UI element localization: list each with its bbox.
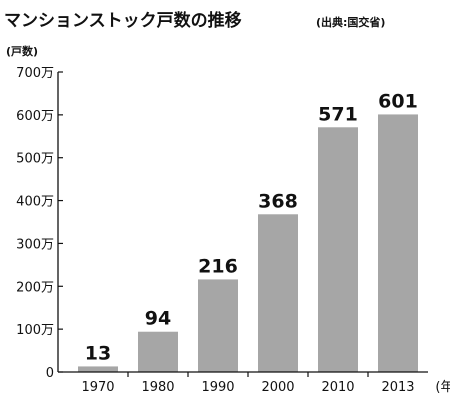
x-tick-label: 1990 xyxy=(201,380,234,395)
chart-title: マンションストック戸数の推移 xyxy=(4,10,242,31)
data-label: 571 xyxy=(318,103,358,125)
bar-1980 xyxy=(138,331,178,372)
x-tick-label: 2000 xyxy=(261,380,294,395)
x-tick-label: 2013 xyxy=(381,380,414,395)
x-axis-ticks: 1970 1980 1990 2000 2010 2013 xyxy=(81,372,415,395)
data-label: 94 xyxy=(145,308,171,330)
y-tick-label: 0 xyxy=(46,366,54,381)
x-tick-label: 1970 xyxy=(81,380,114,395)
data-label: 601 xyxy=(378,90,418,112)
y-tick-label: 100万 xyxy=(16,323,54,338)
data-label: 13 xyxy=(85,342,111,364)
data-label: 216 xyxy=(198,255,238,277)
y-tick-label: 500万 xyxy=(16,152,54,167)
y-tick-label: 300万 xyxy=(16,237,54,252)
y-axis-unit-label: (戸数) xyxy=(6,44,38,58)
y-tick-label: 200万 xyxy=(16,280,54,295)
chart-source: (出典:国交省) xyxy=(316,15,385,29)
bar-2000 xyxy=(258,214,298,372)
bar-1970 xyxy=(78,366,118,372)
data-label: 368 xyxy=(258,190,298,212)
x-tick-label: 2010 xyxy=(321,380,354,395)
y-tick-label: 700万 xyxy=(16,66,54,81)
x-tick-label: 1980 xyxy=(141,380,174,395)
x-axis-unit-label: (年) xyxy=(435,380,450,395)
bar-2013 xyxy=(378,114,418,372)
y-tick-label: 400万 xyxy=(16,195,54,210)
y-tick-label: 600万 xyxy=(16,109,54,124)
data-labels: 13 94 216 368 571 601 xyxy=(85,90,418,364)
bars xyxy=(78,114,418,373)
bar-1990 xyxy=(198,279,238,372)
bar-2010 xyxy=(318,127,358,373)
y-axis-ticks: 0 100万 200万 300万 400万 500万 600万 700万 xyxy=(16,66,63,381)
